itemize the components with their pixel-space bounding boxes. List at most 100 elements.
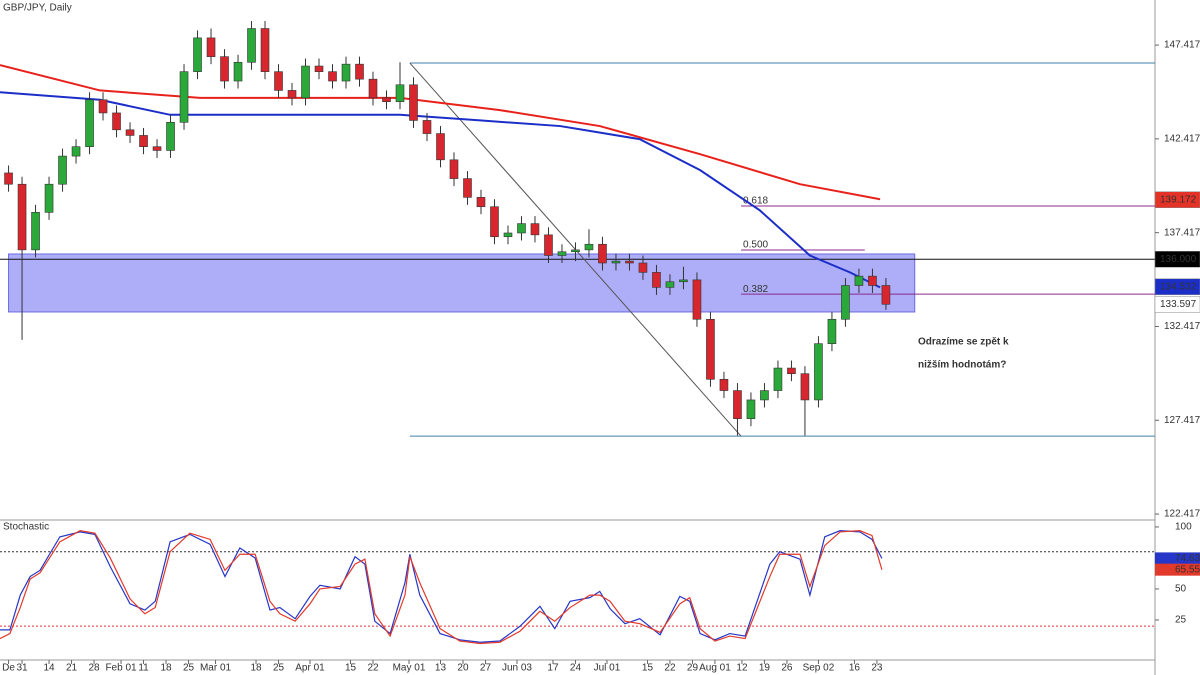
candle-body <box>841 285 850 320</box>
candle-body <box>58 155 67 185</box>
value-label: 74.63 <box>1175 553 1200 564</box>
x-tick-label: 21 <box>66 663 78 674</box>
x-tick-label: 14 <box>43 663 55 674</box>
candle-body <box>328 71 337 82</box>
x-tick-label: 25 <box>273 663 285 674</box>
candle-body <box>17 183 27 251</box>
candle-body <box>422 120 432 134</box>
x-tick-label: 22 <box>664 663 676 674</box>
candle-body <box>652 272 661 288</box>
candle-body <box>274 71 283 91</box>
fib-label: 0.382 <box>743 284 768 295</box>
candle-body <box>517 223 526 234</box>
candle-body <box>571 249 580 253</box>
x-tick-label: 16 <box>849 663 861 674</box>
value-label-bg <box>1155 563 1200 576</box>
y-tick-label: 50 <box>1175 584 1187 595</box>
candle-body <box>719 379 729 391</box>
candle-body <box>449 159 459 179</box>
candle-body <box>557 251 567 256</box>
x-tick-label: 18 <box>160 663 172 674</box>
candle-body <box>287 90 297 99</box>
price-label: 134.532 <box>1160 281 1197 292</box>
candle-body <box>382 97 391 102</box>
candle-body <box>125 129 135 136</box>
y-tick-label: 132.417 <box>1164 321 1200 332</box>
candle-body <box>409 84 418 121</box>
chart-title: GBP/JPY, Daily <box>3 3 72 14</box>
x-tick-label: Mar 01 <box>200 663 232 674</box>
price-label-bg <box>1154 250 1200 268</box>
x-tick-label: 22 <box>367 663 379 674</box>
candle-body <box>220 56 229 82</box>
candle-body <box>301 65 310 99</box>
support-zone <box>8 253 916 313</box>
candle-body <box>193 37 202 72</box>
x-tick-label: 25 <box>183 663 195 674</box>
x-tick-label: 28 <box>88 663 100 674</box>
candle-body <box>368 78 378 99</box>
candle-body <box>827 318 837 344</box>
price-label-bg <box>1154 278 1200 296</box>
candle-body <box>260 28 270 72</box>
candle-body <box>679 279 688 283</box>
candle-body <box>98 99 108 114</box>
candle-body <box>868 275 877 286</box>
candle-body <box>395 84 405 102</box>
x-tick-label: 26 <box>781 663 793 674</box>
candle-body <box>247 28 256 63</box>
y-tick-label: 137.417 <box>1164 227 1200 238</box>
x-tick-label: 18 <box>250 663 262 674</box>
pane-title: Stochastic <box>3 522 49 533</box>
candle-body <box>112 112 121 131</box>
candle-body <box>490 206 499 238</box>
x-tick-label: 15 <box>345 663 357 674</box>
candle-body <box>692 279 702 320</box>
candle-body <box>71 146 81 157</box>
candle-body <box>233 61 243 82</box>
candle-body <box>44 183 54 213</box>
x-tick-label: 23 <box>871 663 883 674</box>
y-tick-label: 100 <box>1175 522 1192 533</box>
value-label: 65.55 <box>1175 564 1200 575</box>
candle-body <box>314 65 324 72</box>
x-tick-label: 15 <box>642 663 654 674</box>
x-tick-label: Apr 01 <box>295 663 325 674</box>
candle-body <box>598 243 607 264</box>
candle-body <box>584 243 594 251</box>
candle-body <box>800 373 810 401</box>
candle-body <box>463 178 472 198</box>
candle-body <box>530 223 540 236</box>
candle-body <box>746 399 756 420</box>
annotation: nižším hodnotám? <box>918 360 1006 371</box>
y-tick-label: 25 <box>1175 615 1187 626</box>
candle-body <box>854 275 864 286</box>
stochastic-line <box>0 530 883 645</box>
x-tick-label: 31 <box>16 663 28 674</box>
stochastic-line <box>0 530 883 643</box>
candle-body <box>733 390 742 420</box>
candle-body <box>476 197 486 208</box>
candle-body <box>31 212 40 251</box>
x-tick-label: 11 <box>138 663 149 674</box>
candle-body <box>139 135 148 147</box>
x-tick-label: 29 <box>687 663 699 674</box>
x-tick-label: Sep 02 <box>803 663 835 674</box>
price-label: 139.172 <box>1160 194 1197 205</box>
candle-body <box>881 285 891 305</box>
x-tick-label: 24 <box>570 663 582 674</box>
value-label-bg <box>1155 552 1200 565</box>
candle-body <box>436 133 445 161</box>
y-tick-label: 142.417 <box>1164 134 1200 145</box>
y-tick-label: 122.417 <box>1164 509 1200 520</box>
candle-body <box>760 390 769 401</box>
candle-body <box>206 37 216 57</box>
candle-body <box>544 234 553 256</box>
candle-body <box>152 146 162 151</box>
candle-body <box>166 122 175 151</box>
candle-body <box>773 367 783 391</box>
candle-body <box>503 232 513 238</box>
candle-body <box>85 99 94 147</box>
